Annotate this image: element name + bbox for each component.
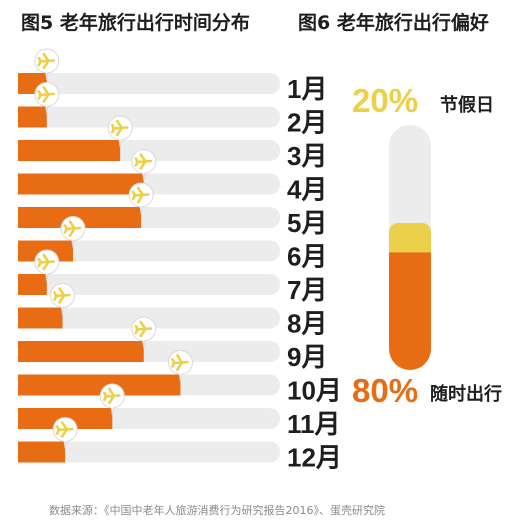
- holiday-percent-label: 20%: [352, 82, 419, 119]
- airplane-icon: [50, 283, 76, 315]
- bar-track: [18, 441, 280, 463]
- bar: [18, 307, 63, 329]
- data-source-note: 数据来源：《中国中老年人旅游消费行为研究报告2016》、蛋壳研究院: [49, 504, 385, 517]
- month-label: 2月: [287, 108, 327, 138]
- bar: [18, 274, 47, 295]
- month-label: 11月: [287, 409, 341, 439]
- airplane-icon: [131, 149, 157, 181]
- airplane-icon: [34, 82, 60, 114]
- airplane-icon: [128, 182, 154, 215]
- bar: [18, 341, 144, 362]
- month-label: 12月: [287, 443, 342, 473]
- airplane-icon: [99, 383, 125, 416]
- month-label: 6月: [287, 242, 327, 272]
- holiday-category-label: 节假日: [440, 95, 494, 116]
- airplane-icon: [34, 249, 60, 282]
- airplane-icon: [131, 316, 157, 349]
- bar: [18, 173, 144, 195]
- month-label: 8月: [287, 309, 327, 339]
- airplane-icon: [52, 417, 78, 449]
- month-label: 7月: [287, 275, 327, 305]
- bar-track: [18, 240, 280, 262]
- bar: [18, 106, 47, 128]
- month-label: 10月: [287, 376, 342, 406]
- bar: [18, 207, 142, 228]
- airplane-icon: [34, 48, 60, 81]
- month-label: 1月: [287, 74, 327, 104]
- chart-title-distribution: 图5 老年旅行出行时间分布: [21, 12, 250, 34]
- bar-track: [18, 106, 280, 128]
- bar-track: [18, 73, 280, 94]
- chart-title-preference: 图6 老年旅行出行偏好: [298, 12, 489, 34]
- airplane-icon: [107, 115, 133, 148]
- airplane-icon: [167, 350, 193, 382]
- month-label: 3月: [287, 141, 327, 171]
- month-label: 9月: [287, 342, 327, 372]
- bar: [18, 374, 181, 396]
- anytime-percent-label: 80%: [352, 372, 419, 409]
- month-label: 5月: [287, 208, 327, 238]
- anytime-segment: [389, 252, 431, 370]
- bar-track: [18, 274, 280, 295]
- month-label: 4月: [287, 175, 327, 205]
- airplane-icon: [60, 216, 86, 248]
- bar: [18, 441, 66, 463]
- anytime-category-label: 随时出行: [430, 384, 502, 405]
- bar: [18, 140, 121, 161]
